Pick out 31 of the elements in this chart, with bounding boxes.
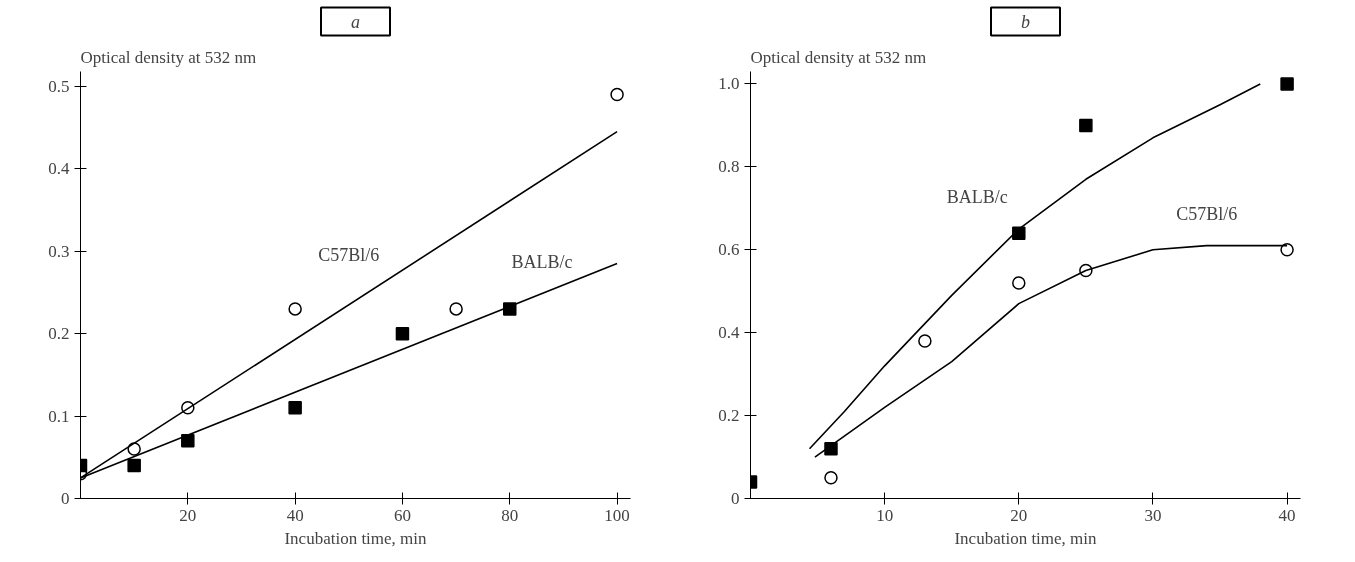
- y-tick-label: 0: [731, 489, 740, 508]
- y-tick-label: 0.6: [718, 240, 740, 260]
- series-label: C57Bl/6: [318, 244, 380, 265]
- y-tick-label: 1.0: [718, 74, 740, 94]
- series-label: C57Bl/6: [1176, 203, 1238, 224]
- x-tick-label: 40: [1278, 505, 1296, 525]
- y-tick-label: 0.3: [48, 241, 70, 261]
- x-tick-label: 60: [393, 505, 411, 525]
- x-axis-title: Incubation time, min: [284, 528, 428, 548]
- x-tick-label: 20: [1010, 505, 1028, 525]
- y-tick-label: 0: [61, 489, 70, 508]
- x-tick-label: 40: [286, 505, 304, 525]
- x-tick-label: 80: [501, 505, 519, 525]
- y-tick-label: 0.4: [718, 323, 740, 343]
- y-tick-label: 0.1: [48, 406, 70, 426]
- y-axis-title: Optical density at 532 nm: [80, 47, 257, 67]
- y-tick-label: 0.2: [718, 406, 740, 426]
- series-label: BALB/c: [511, 251, 573, 272]
- x-tick-label: 10: [876, 505, 894, 525]
- x-tick-label: 20: [179, 505, 197, 525]
- y-tick-label: 0.8: [718, 157, 740, 177]
- x-axis-title: Incubation time, min: [954, 528, 1098, 548]
- y-axis-title: Optical density at 532 nm: [750, 47, 927, 67]
- y-tick-label: 0.5: [48, 76, 70, 96]
- series-label: BALB/c: [946, 187, 1008, 208]
- x-tick-label: 30: [1144, 505, 1162, 525]
- chart-title: a: [351, 11, 360, 32]
- chart-title: b: [1021, 11, 1030, 32]
- y-tick-label: 0.4: [48, 159, 70, 179]
- y-tick-label: 0.2: [48, 324, 70, 344]
- x-tick-label: 100: [604, 505, 630, 525]
